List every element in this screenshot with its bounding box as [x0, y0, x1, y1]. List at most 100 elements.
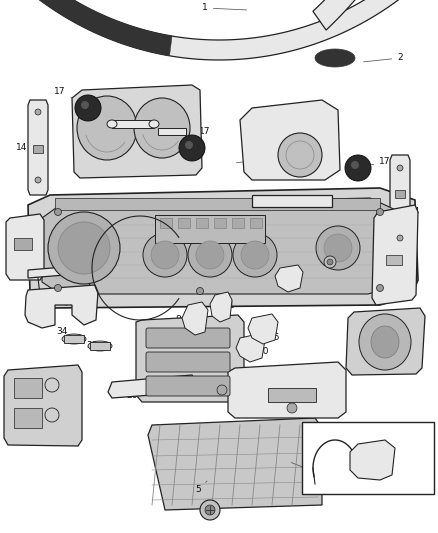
Text: 41: 41: [46, 295, 67, 305]
Text: 12: 12: [286, 276, 306, 285]
Text: 18: 18: [265, 116, 286, 125]
Bar: [196, 218, 208, 228]
Circle shape: [327, 259, 333, 265]
Circle shape: [324, 234, 352, 262]
Polygon shape: [28, 264, 102, 278]
Bar: [112, 120, 154, 128]
Text: 21: 21: [12, 236, 31, 245]
Circle shape: [200, 500, 220, 520]
Circle shape: [241, 241, 269, 269]
Text: 34: 34: [57, 327, 79, 336]
Text: 3: 3: [369, 236, 395, 245]
Polygon shape: [148, 418, 322, 510]
Text: 30: 30: [86, 341, 106, 350]
Text: 4: 4: [291, 463, 313, 474]
Polygon shape: [390, 155, 410, 250]
Text: 20: 20: [66, 257, 94, 266]
Circle shape: [197, 287, 204, 295]
Text: 14: 14: [403, 207, 420, 216]
Polygon shape: [4, 365, 82, 446]
Circle shape: [397, 235, 403, 241]
Bar: [386, 255, 402, 265]
Circle shape: [54, 285, 61, 292]
Bar: [232, 218, 244, 228]
Bar: [160, 218, 172, 228]
Ellipse shape: [107, 120, 117, 128]
Circle shape: [58, 222, 110, 274]
Polygon shape: [18, 0, 420, 60]
FancyBboxPatch shape: [146, 376, 230, 396]
Bar: [252, 195, 332, 207]
Bar: [33, 145, 43, 153]
Bar: [214, 218, 226, 228]
Polygon shape: [108, 375, 196, 398]
Polygon shape: [210, 292, 232, 322]
Polygon shape: [28, 188, 418, 308]
Ellipse shape: [134, 98, 190, 158]
Circle shape: [48, 212, 120, 284]
Bar: [395, 190, 405, 198]
Circle shape: [397, 165, 403, 171]
Bar: [55, 198, 380, 210]
Circle shape: [324, 256, 336, 268]
Ellipse shape: [149, 120, 159, 128]
FancyBboxPatch shape: [146, 352, 230, 372]
Ellipse shape: [88, 341, 112, 351]
Text: 17: 17: [371, 157, 391, 166]
Circle shape: [316, 226, 360, 270]
Circle shape: [205, 505, 215, 515]
Ellipse shape: [371, 326, 399, 358]
Text: 7: 7: [237, 156, 261, 165]
Circle shape: [188, 233, 232, 277]
Circle shape: [81, 101, 89, 109]
Circle shape: [217, 385, 227, 395]
Text: 29: 29: [98, 106, 117, 117]
Text: 24: 24: [16, 385, 39, 394]
Circle shape: [179, 135, 205, 161]
Circle shape: [377, 285, 384, 292]
Polygon shape: [6, 214, 44, 280]
Bar: [64, 335, 84, 343]
Circle shape: [345, 155, 371, 181]
Polygon shape: [275, 265, 303, 292]
Polygon shape: [248, 314, 278, 344]
Ellipse shape: [62, 334, 86, 344]
Text: 10: 10: [249, 348, 270, 357]
Circle shape: [75, 95, 101, 121]
Text: 5: 5: [195, 481, 207, 495]
Text: 19: 19: [386, 326, 406, 335]
Text: 15: 15: [261, 334, 281, 343]
Bar: [268, 388, 316, 402]
Polygon shape: [42, 198, 400, 294]
Text: 17: 17: [196, 127, 211, 140]
Polygon shape: [236, 334, 265, 362]
Text: 16: 16: [112, 93, 132, 102]
Bar: [178, 218, 190, 228]
Polygon shape: [182, 302, 208, 335]
Ellipse shape: [359, 314, 411, 370]
Text: 25: 25: [170, 349, 191, 359]
Text: 14: 14: [16, 143, 37, 152]
Text: 13: 13: [346, 265, 368, 274]
Bar: [155, 215, 265, 243]
Text: 11: 11: [218, 301, 236, 310]
Ellipse shape: [77, 96, 137, 160]
Circle shape: [54, 208, 61, 215]
Polygon shape: [240, 100, 340, 180]
Polygon shape: [346, 308, 425, 375]
Bar: [302, 422, 434, 494]
Bar: [250, 218, 262, 228]
Circle shape: [35, 177, 41, 183]
FancyBboxPatch shape: [146, 328, 230, 348]
Circle shape: [377, 208, 384, 215]
Circle shape: [35, 109, 41, 115]
Text: 27: 27: [318, 200, 339, 209]
Circle shape: [196, 241, 224, 269]
Text: 28: 28: [172, 114, 186, 126]
Bar: [14, 238, 32, 250]
Text: 8: 8: [175, 316, 194, 325]
Ellipse shape: [278, 133, 322, 177]
Polygon shape: [313, 0, 438, 30]
Bar: [14, 378, 42, 398]
Bar: [158, 128, 186, 135]
